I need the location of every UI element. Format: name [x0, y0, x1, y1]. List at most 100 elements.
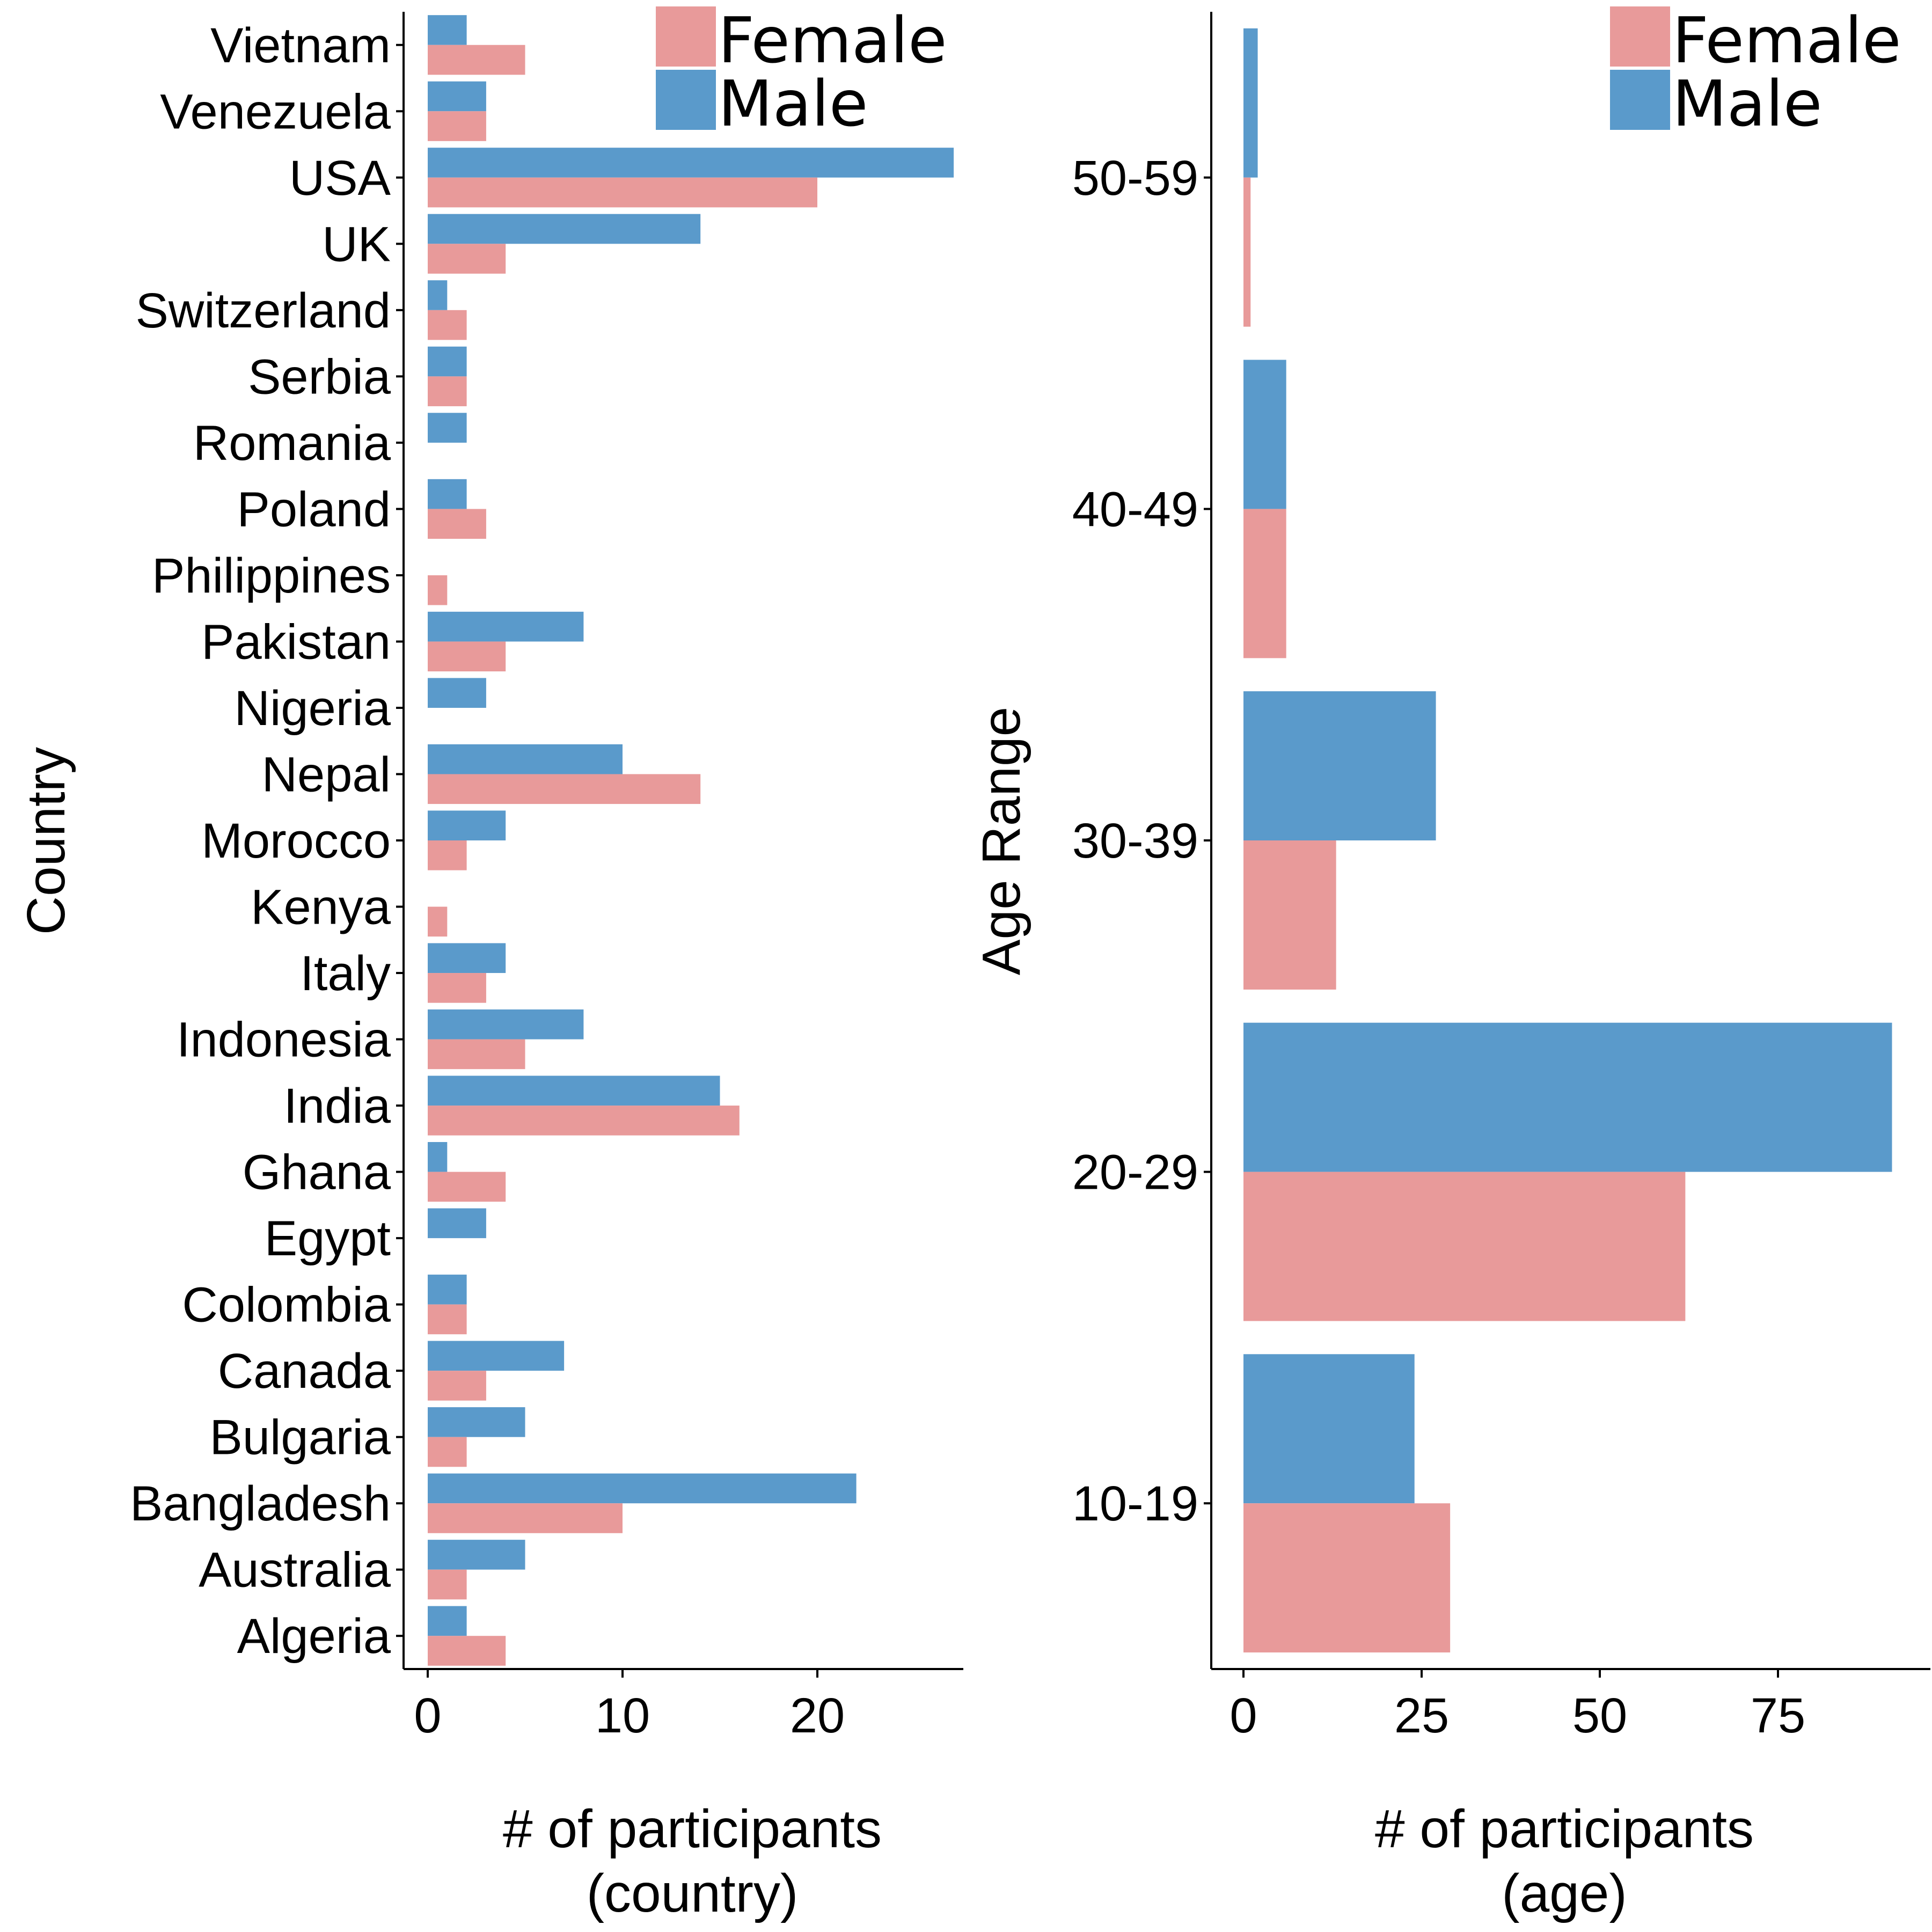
age-bar-female-30-39 — [1243, 840, 1336, 990]
country-bar-female-venezuela — [428, 111, 486, 141]
age-bar-female-20-29 — [1243, 1172, 1686, 1321]
country-y-tick-label-serbia: Serbia — [248, 349, 391, 404]
country-bar-male-serbia — [428, 346, 467, 377]
age-bar-male-50-59 — [1243, 28, 1258, 178]
country-bar-female-colombia — [428, 1304, 467, 1335]
country-y-tick-label-italy: Italy — [300, 946, 391, 1001]
age-y-tick-label-10-19: 10-19 — [1072, 1476, 1198, 1531]
country-bar-female-pakistan — [428, 641, 506, 672]
country-bar-male-uk — [428, 214, 701, 244]
age-legend-swatch-male — [1610, 70, 1670, 130]
country-y-tick-label-australia: Australia — [199, 1543, 391, 1598]
country-bar-male-vietnam — [428, 15, 467, 45]
country-bar-male-colombia — [428, 1275, 467, 1305]
country-y-tick-label-vietnam: Vietnam — [210, 18, 391, 73]
country-bar-female-ghana — [428, 1172, 506, 1202]
country-y-tick-label-venezuela: Venezuela — [160, 84, 391, 139]
age-x-tick-label-0: 0 — [1230, 1688, 1257, 1743]
country-y-tick-label-kenya: Kenya — [251, 880, 391, 935]
country-legend-label-female: Female — [718, 3, 947, 77]
country-bar-female-indonesia — [428, 1039, 525, 1070]
country-bar-male-canada — [428, 1341, 565, 1371]
country-bar-male-indonesia — [428, 1009, 584, 1040]
country-bar-female-vietnam — [428, 45, 525, 75]
country-bar-male-algeria — [428, 1606, 467, 1636]
age-chart: Age Range # of participants (age) 50-59 4… — [971, 3, 1930, 1923]
country-bar-female-kenya — [428, 906, 448, 937]
age-legend-swatch-female — [1610, 6, 1670, 67]
country-bar-male-morocco — [428, 810, 506, 840]
age-axis-title: Age Range — [971, 707, 1031, 975]
country-bar-male-nigeria — [428, 678, 486, 708]
country-bar-male-venezuela — [428, 81, 486, 112]
country-legend-swatch-female — [656, 6, 716, 67]
age-x-tick-label-50: 50 — [1572, 1688, 1627, 1743]
age-bar-female-10-19 — [1243, 1503, 1451, 1653]
country-bar-male-italy — [428, 943, 506, 974]
country-y-tick-label-canada: Canada — [218, 1344, 391, 1399]
country-bar-male-nepal — [428, 744, 623, 774]
country-y-tick-label-bangladesh: Bangladesh — [130, 1476, 391, 1531]
country-chart: Country # of participants (country) Viet… — [16, 3, 963, 1923]
country-bar-female-australia — [428, 1569, 467, 1600]
country-bar-female-usa — [428, 177, 817, 208]
country-bar-female-canada — [428, 1371, 486, 1401]
age-y-tick-label-40-49: 40-49 — [1072, 482, 1198, 537]
age-legend-label-female: Female — [1672, 3, 1901, 77]
country-y-tick-label-switzerland: Switzerland — [135, 283, 391, 338]
country-bar-female-algeria — [428, 1636, 506, 1666]
country-bar-male-australia — [428, 1540, 525, 1570]
age-y-tick-label-50-59: 50-59 — [1072, 151, 1198, 206]
country-bar-male-romania — [428, 413, 467, 443]
country-y-tick-label-indonesia: Indonesia — [177, 1013, 391, 1067]
country-y-tick-label-bulgaria: Bulgaria — [209, 1410, 391, 1465]
country-bar-female-bulgaria — [428, 1437, 467, 1467]
age-bar-female-50-59 — [1243, 177, 1251, 327]
country-bar-female-serbia — [428, 376, 467, 406]
country-y-tick-label-india: India — [284, 1079, 391, 1133]
country-bar-female-uk — [428, 244, 506, 274]
country-x-axis-title-line1: # of participants — [503, 1799, 882, 1859]
country-bar-male-bangladesh — [428, 1473, 857, 1504]
country-bar-female-nepal — [428, 774, 701, 804]
country-y-tick-label-pakistan: Pakistan — [201, 614, 391, 669]
age-x-axis-title-line2: (age) — [1502, 1863, 1627, 1923]
country-bar-male-switzerland — [428, 280, 448, 310]
country-y-tick-label-colombia: Colombia — [182, 1278, 391, 1333]
country-bar-female-italy — [428, 973, 486, 1003]
country-y-tick-label-ghana: Ghana — [243, 1145, 391, 1200]
age-x-tick-label-75: 75 — [1751, 1688, 1805, 1743]
country-y-tick-label-romania: Romania — [193, 416, 391, 471]
country-bar-male-bulgaria — [428, 1407, 525, 1437]
country-y-tick-label-nigeria: Nigeria — [235, 681, 391, 736]
age-x-tick-label-25: 25 — [1394, 1688, 1449, 1743]
country-y-tick-label-egypt: Egypt — [265, 1211, 391, 1266]
age-legend-label-male: Male — [1672, 67, 1823, 141]
age-x-axis-title-line1: # of participants — [1375, 1799, 1754, 1859]
country-y-tick-label-poland: Poland — [237, 482, 391, 537]
country-bar-female-philippines — [428, 575, 448, 605]
country-bar-female-switzerland — [428, 310, 467, 340]
country-y-tick-label-usa: USA — [289, 151, 391, 206]
age-y-tick-label-20-29: 20-29 — [1072, 1145, 1198, 1200]
country-x-tick-label-10: 10 — [595, 1688, 650, 1743]
country-bar-female-poland — [428, 509, 486, 539]
country-bar-male-poland — [428, 479, 467, 509]
country-bar-male-india — [428, 1075, 720, 1106]
country-bar-male-pakistan — [428, 611, 584, 642]
country-x-tick-label-20: 20 — [790, 1688, 845, 1743]
country-bar-male-ghana — [428, 1142, 448, 1172]
country-y-tick-label-philippines: Philippines — [152, 548, 391, 603]
country-x-axis-title-line2: (country) — [587, 1863, 799, 1923]
country-y-tick-label-morocco: Morocco — [201, 814, 391, 868]
country-bar-female-bangladesh — [428, 1503, 623, 1533]
country-y-tick-label-algeria: Algeria — [237, 1609, 391, 1664]
country-y-tick-label-uk: UK — [322, 217, 391, 272]
country-x-tick-label-0: 0 — [414, 1688, 441, 1743]
country-bar-female-morocco — [428, 840, 467, 870]
age-y-tick-label-30-39: 30-39 — [1072, 814, 1198, 868]
country-legend-label-male: Male — [718, 67, 868, 141]
age-bar-female-40-49 — [1243, 509, 1286, 658]
age-bar-male-30-39 — [1243, 691, 1436, 840]
country-axis-title: Country — [16, 747, 76, 935]
